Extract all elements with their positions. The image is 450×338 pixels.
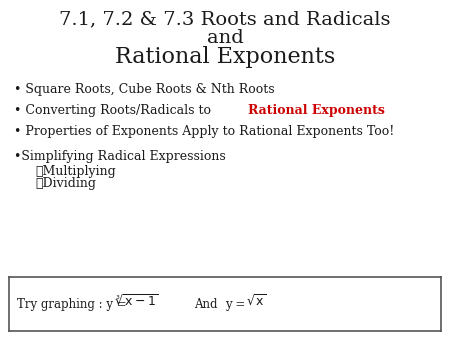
Text: y =: y =: [225, 298, 249, 311]
Text: Rational Exponents: Rational Exponents: [248, 104, 385, 117]
Text: ➤Dividing: ➤Dividing: [35, 177, 96, 190]
Text: Rational Exponents: Rational Exponents: [115, 46, 335, 68]
Text: • Square Roots, Cube Roots & Nth Roots: • Square Roots, Cube Roots & Nth Roots: [14, 83, 274, 96]
Text: Try graphing : y =: Try graphing : y =: [17, 298, 130, 311]
Text: $\sqrt{\mathregular{x}}$: $\sqrt{\mathregular{x}}$: [246, 294, 266, 309]
Text: •Simplifying Radical Expressions: •Simplifying Radical Expressions: [14, 149, 226, 163]
Text: $\sqrt[3]{\mathregular{x-1}}$: $\sqrt[3]{\mathregular{x-1}}$: [115, 294, 159, 309]
Text: 7.1, 7.2 & 7.3 Roots and Radicals: 7.1, 7.2 & 7.3 Roots and Radicals: [59, 10, 391, 28]
Text: • Properties of Exponents Apply to Rational Exponents Too!: • Properties of Exponents Apply to Ratio…: [14, 125, 394, 138]
Text: And: And: [194, 298, 217, 311]
Text: • Converting Roots/Radicals to: • Converting Roots/Radicals to: [14, 104, 215, 117]
Text: ➤Multiplying: ➤Multiplying: [35, 165, 116, 177]
Text: and: and: [207, 29, 243, 47]
